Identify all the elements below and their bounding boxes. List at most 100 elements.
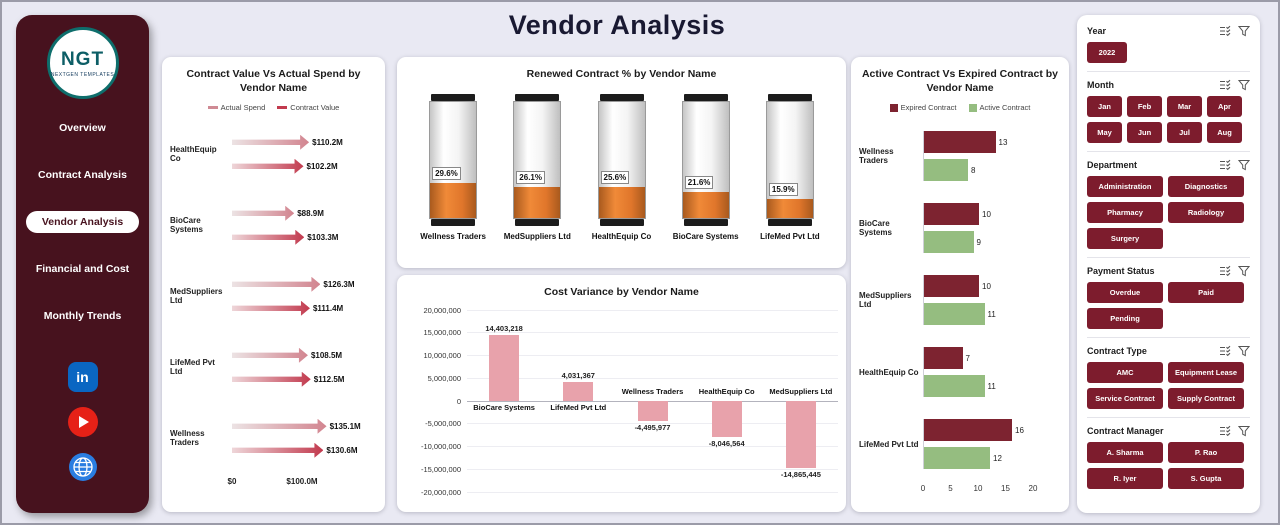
category-label: HealthEquip Co bbox=[698, 386, 755, 396]
expired-contract-bar[interactable] bbox=[924, 275, 979, 298]
battery-visual[interactable]: 29.6% bbox=[429, 93, 478, 226]
multi-select-icon[interactable] bbox=[1219, 345, 1231, 357]
cost-variance-bar[interactable] bbox=[785, 400, 816, 469]
filter-funnel-icon[interactable] bbox=[1238, 25, 1250, 37]
filter-option-2022[interactable]: 2022 bbox=[1087, 42, 1127, 63]
filter-option-jan[interactable]: Jan bbox=[1087, 96, 1122, 117]
filter-funnel-icon[interactable] bbox=[1238, 265, 1250, 277]
filter-option-feb[interactable]: Feb bbox=[1127, 96, 1162, 117]
filter-option-mar[interactable]: Mar bbox=[1167, 96, 1202, 117]
cost-variance-bar[interactable] bbox=[489, 335, 520, 401]
battery-visual[interactable]: 26.1% bbox=[513, 93, 562, 226]
legend-label: Contract Value bbox=[290, 103, 340, 113]
contract-value-bar[interactable] bbox=[232, 159, 304, 174]
battery-visual[interactable]: 15.9% bbox=[765, 93, 814, 226]
filter-label: Year bbox=[1087, 26, 1107, 36]
contract-value-bar[interactable] bbox=[232, 230, 304, 245]
filter-option-jun[interactable]: Jun bbox=[1127, 122, 1162, 143]
filter-option-a-sharma[interactable]: A. Sharma bbox=[1087, 442, 1163, 463]
actual-spend-bar[interactable] bbox=[232, 206, 294, 221]
filter-funnel-icon[interactable] bbox=[1238, 159, 1250, 171]
active-contract-bar[interactable] bbox=[924, 159, 968, 182]
vendor-label: HealthEquip Co bbox=[859, 367, 919, 377]
gridline bbox=[467, 332, 838, 334]
sidebar-item-financial-and-cost[interactable]: Financial and Cost bbox=[35, 263, 130, 275]
linkedin-icon[interactable]: in bbox=[67, 362, 98, 392]
filter-option-apr[interactable]: Apr bbox=[1207, 96, 1242, 117]
sidebar-item-overview[interactable]: Overview bbox=[59, 122, 106, 134]
filter-option-pharmacy[interactable]: Pharmacy bbox=[1087, 202, 1163, 223]
filter-option-amc[interactable]: AMC bbox=[1087, 362, 1163, 383]
filter-option-s-gupta[interactable]: S. Gupta bbox=[1168, 468, 1244, 489]
expired-contract-swatch bbox=[889, 103, 898, 112]
filter-option-paid[interactable]: Paid bbox=[1168, 282, 1244, 303]
legend-label: Expired Contract bbox=[900, 103, 957, 113]
active-contract-bar[interactable] bbox=[924, 447, 990, 470]
gridline bbox=[467, 491, 838, 493]
chart-title: Cost Variance by Vendor Name bbox=[544, 286, 699, 298]
y-axis-tick: 10,000,000 bbox=[423, 351, 461, 361]
sidebar-item-vendor-analysis[interactable]: Vendor Analysis bbox=[26, 211, 139, 233]
filter-option-pending[interactable]: Pending bbox=[1087, 308, 1163, 329]
filter-option-equipment-lease[interactable]: Equipment Lease bbox=[1168, 362, 1244, 383]
grouped-bar-plot: Wellness Traders 13 8 BioCare Systems 10 9 Med… bbox=[859, 120, 1061, 480]
filter-option-radiology[interactable]: Radiology bbox=[1168, 202, 1244, 223]
filter-option-jul[interactable]: Jul bbox=[1167, 122, 1202, 143]
filter-option-aug[interactable]: Aug bbox=[1207, 122, 1242, 143]
percent-label: 26.1% bbox=[516, 170, 545, 184]
vendor-label: LifeMed Pvt Ltd bbox=[170, 358, 215, 377]
active-contract-bar[interactable] bbox=[924, 303, 985, 326]
cost-variance-bar[interactable] bbox=[637, 400, 668, 422]
active-contract-bar[interactable] bbox=[924, 375, 985, 398]
battery-cap bbox=[431, 218, 476, 226]
actual-spend-bar[interactable] bbox=[232, 348, 308, 363]
filter-option-r-iyer[interactable]: R. Iyer bbox=[1087, 468, 1163, 489]
filter-option-overdue[interactable]: Overdue bbox=[1087, 282, 1163, 303]
multi-select-icon[interactable] bbox=[1219, 159, 1231, 171]
filter-option-surgery[interactable]: Surgery bbox=[1087, 228, 1163, 249]
actual-spend-bar[interactable] bbox=[232, 419, 327, 434]
filter-funnel-icon[interactable] bbox=[1238, 345, 1250, 357]
sidebar-item-contract-analysis[interactable]: Contract Analysis bbox=[38, 169, 127, 181]
expired-contract-bar[interactable] bbox=[924, 347, 963, 370]
sidebar: NGT NEXTGEN TEMPLATES Overview Contract … bbox=[16, 15, 149, 513]
category-label: BioCare Systems bbox=[473, 402, 535, 412]
category-label: Wellness Traders bbox=[621, 386, 684, 396]
actual-spend-bar[interactable] bbox=[232, 277, 320, 292]
bar-value-label: $88.9M bbox=[297, 208, 324, 218]
actual-spend-bar[interactable] bbox=[232, 135, 309, 150]
expired-contract-bar[interactable] bbox=[924, 419, 1012, 442]
contract-value-bar[interactable] bbox=[232, 372, 311, 387]
filter-option-administration[interactable]: Administration bbox=[1087, 176, 1163, 197]
expired-contract-bar[interactable] bbox=[924, 131, 996, 154]
bar-value-label: 12 bbox=[993, 453, 1002, 463]
filter-option-may[interactable]: May bbox=[1087, 122, 1122, 143]
battery-cap bbox=[599, 93, 644, 101]
filter-funnel-icon[interactable] bbox=[1238, 79, 1250, 91]
globe-icon[interactable] bbox=[68, 452, 98, 482]
multi-select-icon[interactable] bbox=[1219, 79, 1231, 91]
contract-value-bar[interactable] bbox=[232, 443, 323, 458]
battery-visual[interactable]: 25.6% bbox=[597, 93, 646, 226]
filter-option-p-rao[interactable]: P. Rao bbox=[1168, 442, 1244, 463]
contract-type-options: AMC Equipment Lease Service Contract Supply… bbox=[1087, 362, 1250, 409]
gridline bbox=[467, 355, 838, 357]
youtube-icon[interactable] bbox=[67, 407, 98, 437]
filter-section-department: Department Administration Diagnostics Phar… bbox=[1087, 159, 1250, 258]
legend: Actual Spend Contract Value bbox=[170, 103, 377, 112]
filter-option-diagnostics[interactable]: Diagnostics bbox=[1168, 176, 1244, 197]
battery-visual[interactable]: 21.6% bbox=[681, 93, 730, 226]
multi-select-icon[interactable] bbox=[1219, 425, 1231, 437]
cost-variance-bar[interactable] bbox=[563, 382, 594, 401]
filter-option-supply-contract[interactable]: Supply Contract bbox=[1168, 388, 1244, 409]
multi-select-icon[interactable] bbox=[1219, 25, 1231, 37]
expired-contract-bar[interactable] bbox=[924, 203, 979, 226]
filter-option-service-contract[interactable]: Service Contract bbox=[1087, 388, 1163, 409]
multi-select-icon[interactable] bbox=[1219, 265, 1231, 277]
contract-value-bar[interactable] bbox=[232, 301, 310, 316]
filter-funnel-icon[interactable] bbox=[1238, 425, 1250, 437]
active-contract-bar[interactable] bbox=[924, 231, 974, 254]
cost-variance-bar[interactable] bbox=[711, 400, 742, 438]
sidebar-item-monthly-trends[interactable]: Monthly Trends bbox=[43, 310, 122, 322]
